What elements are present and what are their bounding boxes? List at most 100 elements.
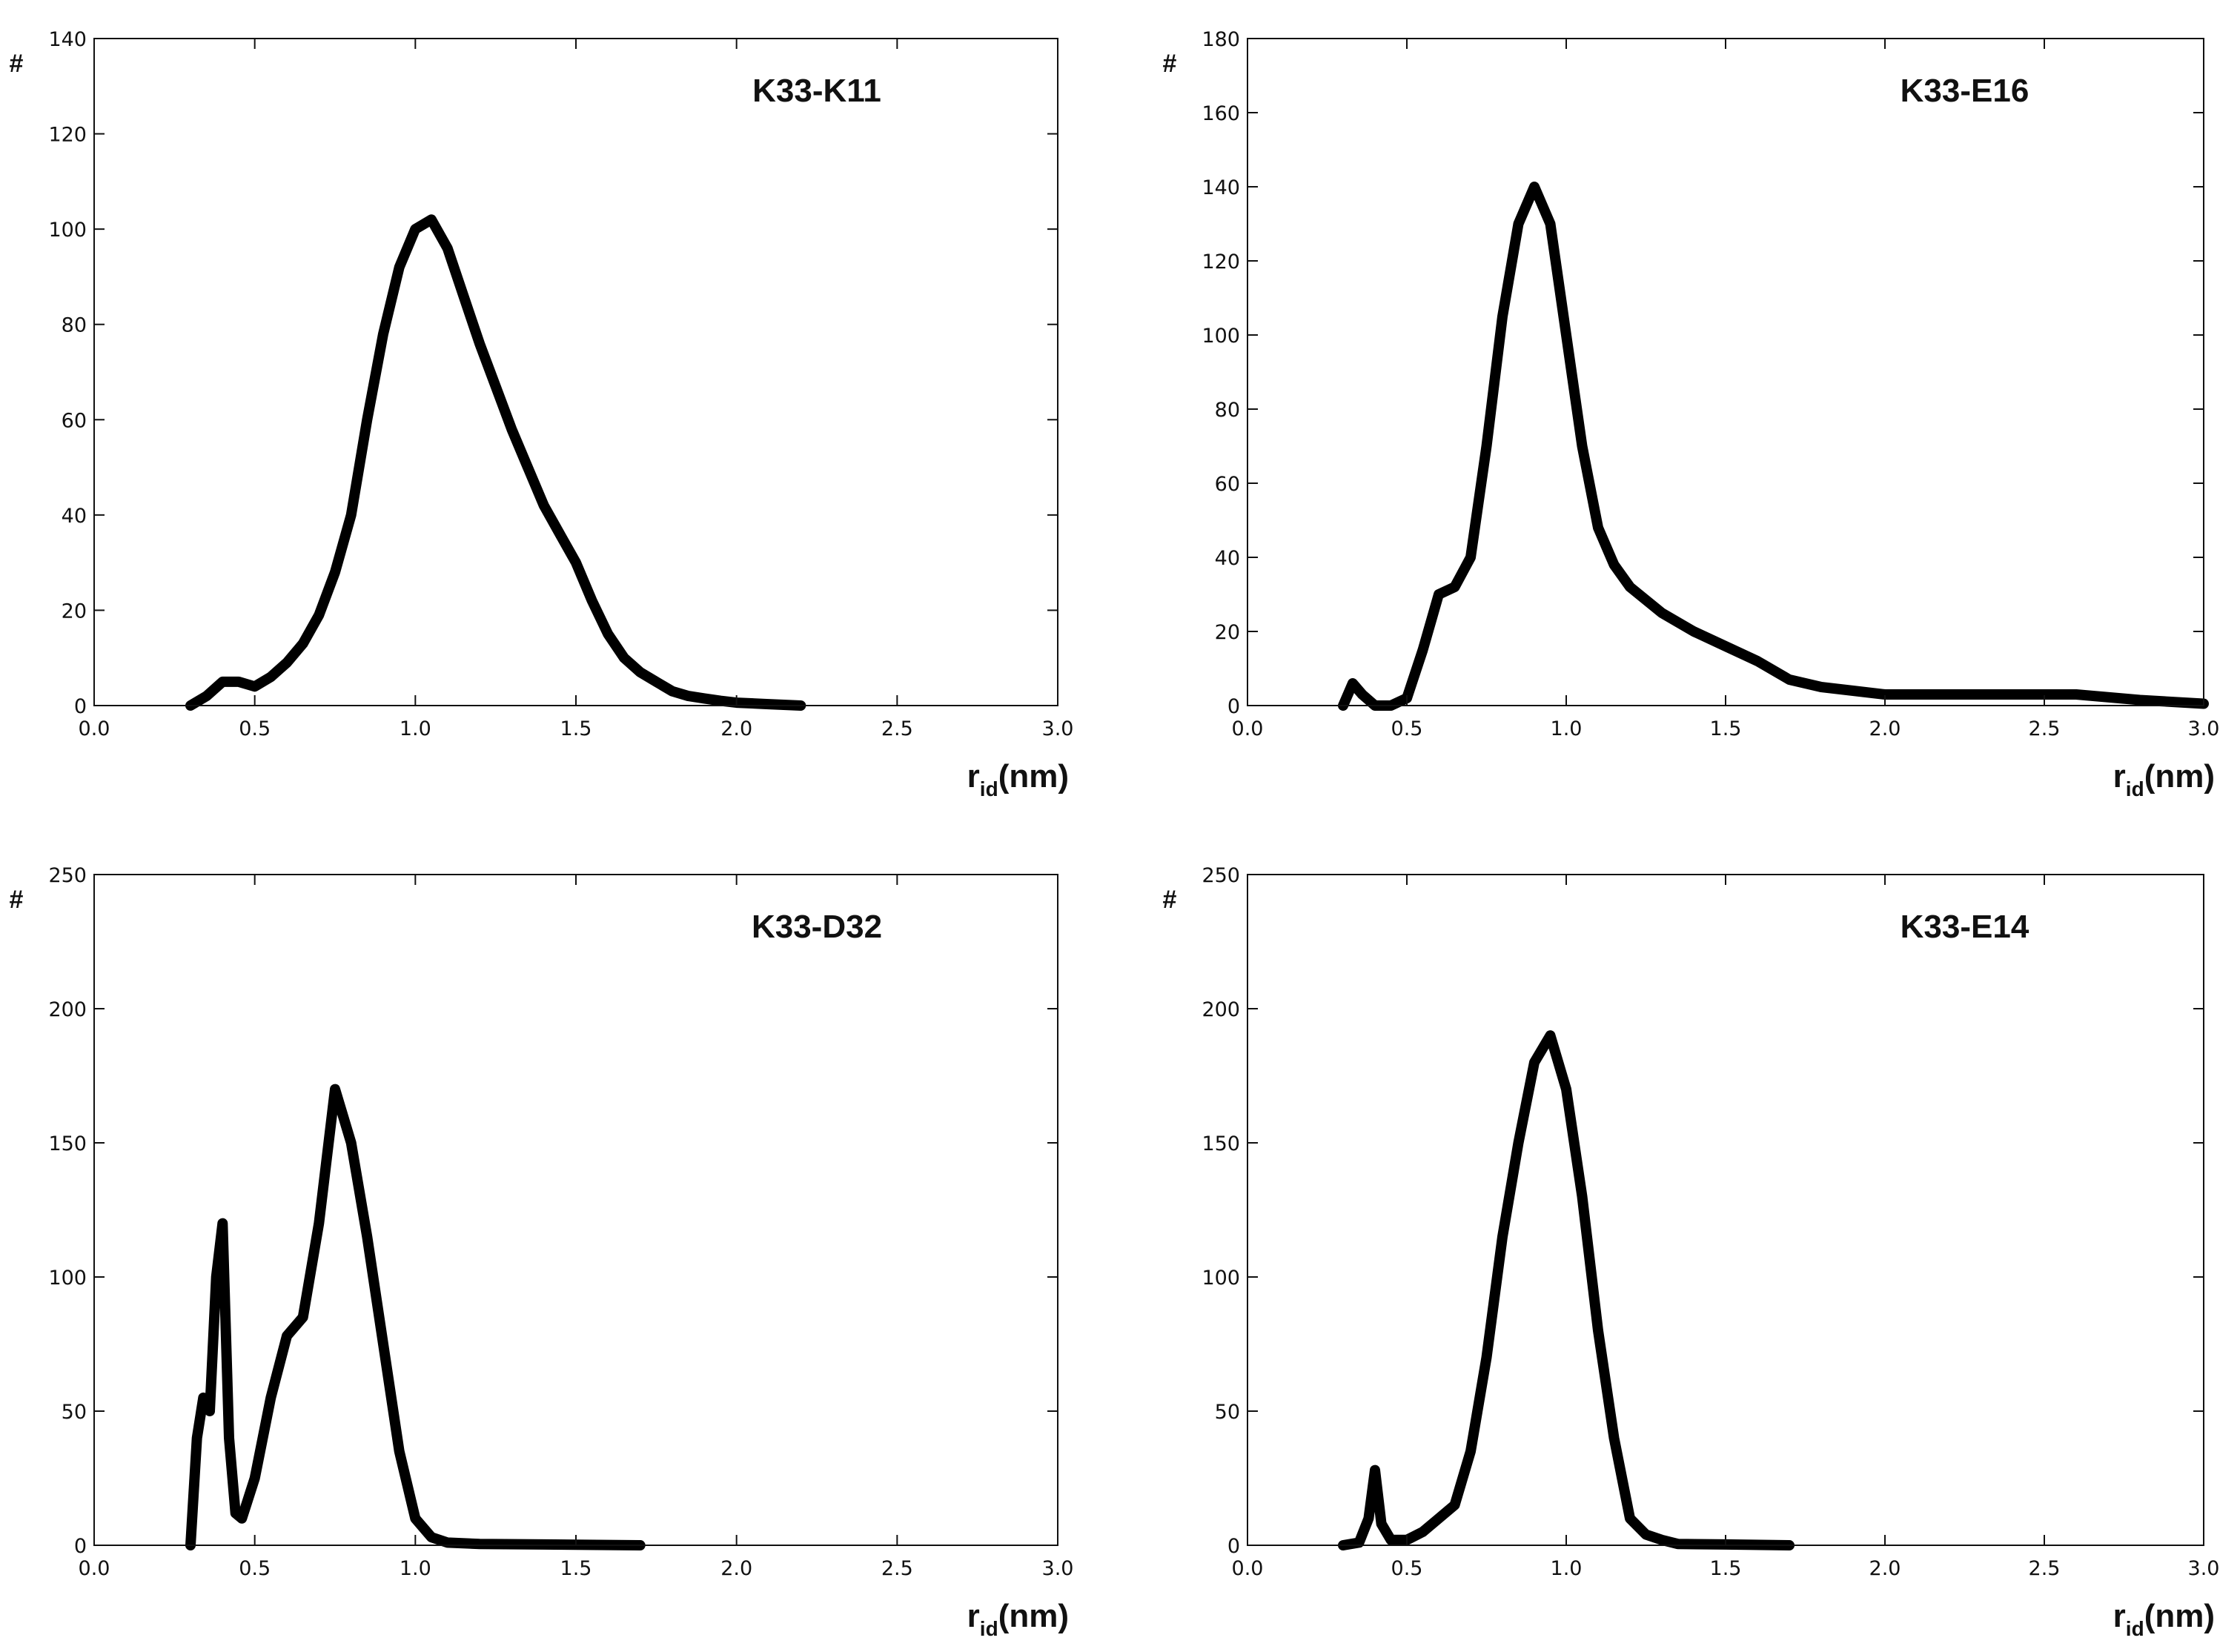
- data-point: [1452, 1502, 1457, 1507]
- data-point: [1468, 1449, 1473, 1454]
- x-tick-label: 0.0: [1232, 1557, 1264, 1580]
- data-point: [2074, 692, 2078, 697]
- data-point: [1500, 314, 1505, 319]
- data-point: [1468, 555, 1473, 560]
- data-point: [686, 694, 691, 699]
- y-tick-label: 100: [48, 219, 87, 242]
- plot-frame: [93, 38, 1058, 706]
- data-point: [1628, 585, 1632, 589]
- series-line-1: [185, 214, 806, 711]
- data-point: [622, 655, 626, 660]
- data-point: [2010, 692, 2015, 697]
- y-tick-label: 150: [48, 1132, 87, 1155]
- data-point: [429, 217, 434, 222]
- panel-title: K33-E14: [1901, 909, 2029, 945]
- chart-panel-3: 0.0 0.5 1.0 1.5 2.0 2.5 3.0 0 50 100 150 200 250 K33-…: [10, 864, 1074, 1640]
- data-point: [333, 1087, 337, 1092]
- data-point: [1580, 1194, 1585, 1199]
- x-tick-label: 2.5: [881, 717, 913, 740]
- x-tick-label: 3.0: [2188, 717, 2220, 740]
- data-point: [1484, 1355, 1489, 1360]
- series-line-1: [1338, 182, 2209, 711]
- data-point: [1532, 1060, 1537, 1065]
- y-tick-label: 100: [1202, 1267, 1240, 1290]
- y-axis-label: #: [1163, 886, 1177, 914]
- x-axis-label: rid(nm): [2113, 758, 2215, 800]
- x-axis-label-unit: (nm): [2144, 1598, 2215, 1634]
- data-point: [1564, 1087, 1568, 1092]
- x-tick-label: 1.5: [560, 1557, 592, 1580]
- y-tick-label: 0: [74, 1535, 87, 1558]
- x-tick-label: 2.5: [881, 1557, 913, 1580]
- x-tick-label: 1.0: [1551, 717, 1583, 740]
- data-point: [1946, 692, 1951, 697]
- data-point: [1548, 1033, 1553, 1038]
- data-point: [1532, 185, 1537, 189]
- x-tick-label: 1.5: [1710, 717, 1742, 740]
- y-tick-label: 200: [48, 998, 87, 1021]
- data-point: [1660, 611, 1664, 615]
- data-point: [574, 560, 578, 565]
- panel-title: K33-D32: [752, 909, 882, 945]
- data-point: [718, 698, 723, 703]
- y-axis-label: #: [10, 886, 24, 914]
- x-tick-label: 1.0: [1551, 1557, 1583, 1580]
- data-point: [1516, 222, 1521, 226]
- data-point: [1437, 1516, 1441, 1521]
- data-point: [317, 612, 322, 617]
- y-tick-label: 100: [48, 1267, 87, 1290]
- data-point: [1611, 563, 1617, 567]
- data-point: [204, 694, 209, 699]
- data-point: [381, 1341, 385, 1347]
- data-point: [201, 1395, 206, 1400]
- plot-frame: [93, 874, 1058, 1546]
- x-tick-label: 2.0: [720, 1557, 752, 1580]
- data-point: [239, 1516, 245, 1521]
- data-point: [300, 1315, 305, 1320]
- data-point: [213, 1275, 219, 1279]
- data-point: [1420, 1529, 1425, 1534]
- y-tick-label: 150: [1202, 1132, 1240, 1155]
- x-axis-label-main: r: [2113, 758, 2126, 795]
- series-line-1: [185, 1084, 646, 1550]
- chart-panel-4: 0.0 0.5 1.0 1.5 2.0 2.5 3.0 0 50 100 150 200 250 K33-…: [1163, 864, 2220, 1640]
- data-point: [1452, 585, 1457, 589]
- plot-frame: [1247, 38, 2204, 706]
- data-point: [413, 1516, 418, 1521]
- data-point: [1819, 685, 1823, 689]
- data-point: [1356, 1540, 1362, 1545]
- data-point: [365, 1234, 370, 1239]
- y-tick-label: 20: [1215, 621, 1240, 644]
- data-point: [445, 1540, 450, 1545]
- y-tick-label: 60: [62, 409, 87, 432]
- y-tick-label: 80: [62, 314, 87, 337]
- data-point: [365, 417, 370, 422]
- panel-title: K33-E16: [1901, 73, 2029, 109]
- x-tick-label: 2.0: [720, 717, 752, 740]
- data-point: [557, 531, 563, 537]
- x-axis-label-sub: id: [980, 1617, 998, 1640]
- data-point: [493, 384, 498, 389]
- y-tick-label: 120: [1202, 251, 1240, 273]
- data-point: [670, 689, 675, 694]
- y-tick-label: 0: [1227, 695, 1240, 718]
- x-axis-label-sub: id: [2126, 777, 2144, 800]
- data-point: [654, 679, 659, 684]
- y-tick-label: 200: [1202, 998, 1240, 1021]
- x-axis-label-unit: (nm): [998, 758, 1069, 795]
- data-point: [1564, 333, 1568, 337]
- y-tick-label: 180: [1202, 28, 1240, 51]
- data-point: [1350, 681, 1355, 686]
- y-tick-label: 40: [62, 505, 87, 528]
- x-tick-label: 2.5: [2029, 717, 2061, 740]
- x-tick-label: 3.0: [2188, 1557, 2220, 1580]
- data-point: [1628, 1516, 1632, 1521]
- x-tick-label: 0.0: [79, 1557, 110, 1580]
- series-line-1: [1338, 1030, 1795, 1550]
- data-point: [1388, 1537, 1394, 1542]
- x-axis-label-main: r: [2113, 1598, 2126, 1634]
- data-point: [413, 227, 418, 232]
- data-point: [1516, 1141, 1521, 1145]
- data-point: [194, 1436, 199, 1441]
